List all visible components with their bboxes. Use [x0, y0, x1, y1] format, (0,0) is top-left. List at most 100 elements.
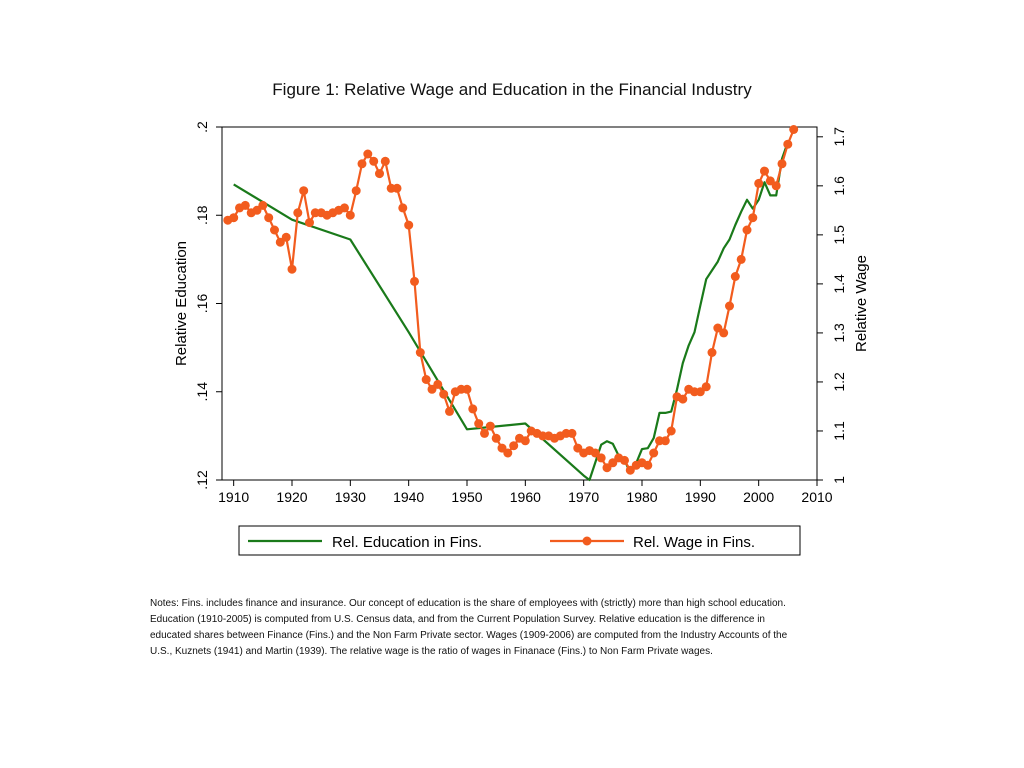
- data-point-rel-wage: [357, 159, 367, 169]
- data-point-rel-wage: [748, 213, 758, 223]
- y-right-tick-label: 1: [831, 476, 847, 484]
- dual-axis-line-chart: 1910 1920 1930 1940 1950 1960 1970 1980 1990 2000…: [173, 121, 870, 556]
- data-point-rel-wage: [398, 203, 408, 213]
- data-point-rel-wage: [281, 232, 291, 242]
- data-point-rel-wage: [590, 448, 600, 458]
- y-right-axis-title: Relative Wage: [853, 255, 870, 352]
- data-point-rel-wage: [573, 443, 583, 453]
- data-point-rel-wage: [462, 384, 472, 394]
- notes-line: Notes: Fins. includes finance and insura…: [150, 598, 786, 609]
- data-point-rel-wage: [725, 301, 734, 311]
- x-tick-label: 1970: [568, 489, 599, 505]
- data-point-rel-wage: [351, 186, 361, 196]
- y-left-tick-label: .2: [194, 121, 210, 133]
- y-right-tick-label: 1.6: [831, 176, 847, 196]
- data-point-rel-wage: [736, 254, 746, 264]
- data-point-rel-wage: [760, 166, 769, 176]
- data-point-rel-wage: [742, 225, 752, 235]
- data-point-rel-wage: [567, 428, 577, 438]
- data-point-rel-wage: [439, 389, 449, 399]
- y-left-tick-label: .16: [194, 294, 210, 314]
- notes-line: U.S., Kuznets (1941) and Martin (1939). …: [150, 646, 713, 657]
- data-point-rel-wage: [695, 387, 705, 397]
- data-point-rel-wage: [783, 139, 793, 149]
- data-point-rel-wage: [433, 379, 443, 389]
- data-point-rel-wage: [777, 159, 787, 169]
- data-point-rel-wage: [299, 186, 309, 196]
- data-point-rel-wage: [404, 220, 414, 230]
- y-right-tick-label: 1.5: [831, 225, 847, 245]
- y-left-tick-label: .14: [194, 382, 210, 402]
- x-tick-label: 1910: [218, 489, 249, 505]
- y-right-tick-label: 1.7: [831, 127, 847, 147]
- data-point-rel-wage: [678, 394, 688, 404]
- data-point-rel-wage: [660, 436, 670, 446]
- data-point-rel-wage: [240, 200, 250, 210]
- data-point-rel-wage: [754, 178, 764, 188]
- x-tick-label: 2000: [743, 489, 774, 505]
- x-tick-label: 2010: [801, 489, 832, 505]
- data-point-rel-wage: [608, 458, 618, 468]
- data-point-rel-wage: [392, 183, 402, 193]
- data-point-rel-wage: [701, 382, 711, 392]
- y-right-tick-label: 1.4: [831, 274, 847, 294]
- series-line-rel-education: [233, 142, 789, 482]
- x-tick-label: 1990: [685, 489, 716, 505]
- data-point-rel-wage: [643, 460, 653, 470]
- x-tick-label: 1960: [510, 489, 541, 505]
- x-tick-label: 1930: [335, 489, 366, 505]
- data-point-rel-wage: [421, 375, 431, 384]
- data-point-rel-wage: [305, 218, 314, 228]
- data-point-rel-wage: [340, 203, 349, 213]
- y-right-tick-label: 1.3: [831, 323, 847, 343]
- y-left-tick-label: .12: [194, 470, 210, 490]
- data-point-rel-wage: [474, 419, 484, 429]
- data-point-rel-wage: [345, 210, 355, 220]
- data-point-rel-wage: [468, 404, 478, 414]
- data-point-rel-wage: [445, 406, 454, 416]
- data-point-rel-wage: [375, 169, 384, 179]
- data-point-rel-wage: [503, 448, 513, 458]
- data-point-rel-wage: [380, 156, 390, 166]
- legend-marker-rel-wage: [582, 536, 592, 546]
- chart-title: Figure 1: Relative Wage and Education in…: [272, 80, 752, 99]
- data-point-rel-wage: [480, 428, 489, 438]
- notes-line: educated shares between Finance (Fins.) …: [150, 630, 788, 641]
- data-point-rel-wage: [363, 149, 373, 159]
- notes-line: Education (1910-2005) is computed from U…: [150, 614, 765, 625]
- data-point-rel-wage: [270, 225, 279, 235]
- data-point-rel-wage: [620, 455, 629, 465]
- x-tick-label: 1950: [451, 489, 482, 505]
- data-point-rel-wage: [415, 348, 425, 357]
- data-point-rel-wage: [229, 213, 239, 223]
- data-point-rel-wage: [293, 208, 303, 218]
- data-point-rel-wage: [509, 441, 519, 451]
- data-point-rel-wage: [258, 200, 268, 210]
- legend-box: [238, 525, 801, 556]
- x-tick-label: 1980: [626, 489, 657, 505]
- data-point-rel-wage: [485, 421, 495, 431]
- legend-label-rel-wage: Rel. Wage in Fins.: [633, 534, 755, 551]
- y-left-axis-title: Relative Education: [173, 241, 190, 366]
- data-point-rel-wage: [625, 465, 635, 475]
- data-point-rel-wage: [369, 156, 379, 166]
- y-right-tick-label: 1.1: [831, 421, 847, 441]
- data-point-rel-wage: [596, 453, 606, 463]
- data-point-rel-wage: [730, 272, 740, 281]
- y-right-tick-label: 1.2: [831, 372, 847, 392]
- data-point-rel-wage: [491, 433, 501, 443]
- data-point-rel-wage: [287, 264, 297, 274]
- figure-notes: Notes: Fins. includes finance and insura…: [150, 596, 890, 660]
- data-point-rel-wage: [666, 426, 676, 436]
- data-point-rel-wage: [264, 213, 274, 223]
- data-point-rel-wage: [713, 323, 723, 333]
- data-point-rel-wage: [520, 436, 530, 446]
- x-tick-label: 1940: [393, 489, 424, 505]
- data-point-rel-wage: [410, 276, 419, 286]
- y-left-tick-label: .18: [194, 205, 210, 225]
- data-point-rel-wage: [719, 328, 729, 338]
- legend-label-rel-education: Rel. Education in Fins.: [332, 534, 482, 551]
- data-point-rel-wage: [789, 125, 799, 134]
- data-point-rel-wage: [275, 237, 285, 247]
- data-point-rel-wage: [707, 348, 717, 357]
